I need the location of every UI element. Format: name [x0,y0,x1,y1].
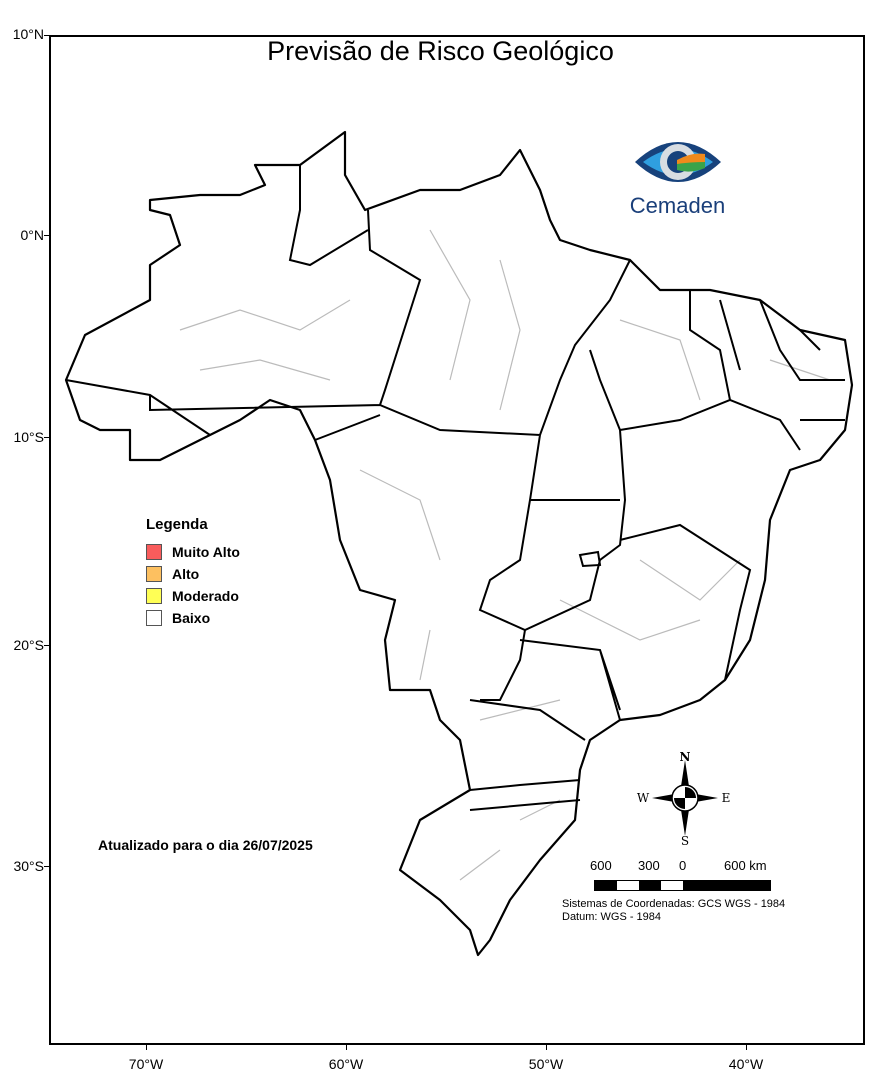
lon-label: 40°W [728,1056,764,1072]
lat-label: 10°N [12,26,44,42]
legend-item: Muito Alto [146,541,240,563]
legend-item: Baixo [146,607,240,629]
compass-rose: N S W E [630,748,740,848]
lat-label: 20°S [13,637,44,653]
legend-item: Alto [146,563,240,585]
svg-text:N: N [680,750,691,764]
lon-label: 50°W [528,1056,564,1072]
map-frame [49,35,865,1045]
municipal-boundaries [179,229,831,881]
legend: Legenda Muito Alto Alto Moderado Baixo [146,516,240,629]
map-title: Previsão de Risco Geológico [267,36,614,66]
cemaden-logo: Cemaden [615,132,740,219]
svg-text:E: E [722,791,731,805]
coordinate-info: Sistemas de Coordenadas: GCS WGS - 1984 … [562,898,786,923]
lat-label: 0°N [20,227,45,243]
lat-label: 30°S [13,858,44,874]
compass-icon: N S W E [637,750,731,848]
legend-title: Legenda [146,516,208,533]
updated-date: Atualizado para o dia 26/07/2025 [98,837,313,853]
state-boundaries [65,165,845,811]
legend-item: Moderado [146,585,240,607]
eye-logo-icon [634,142,721,182]
svg-text:W: W [637,791,650,805]
lat-label: 10°S [13,429,44,445]
svg-text:S: S [681,834,689,848]
federal-district [578,550,602,568]
lon-label: 70°W [128,1056,164,1072]
lon-label: 60°W [328,1056,364,1072]
